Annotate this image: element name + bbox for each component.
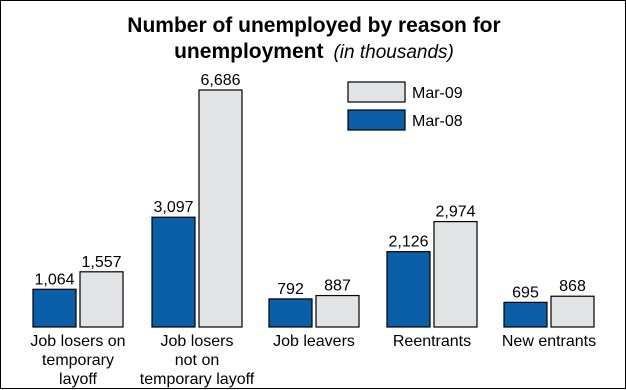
category-label-3: Reentrants [393, 333, 471, 350]
legend-swatch-mar-08 [347, 109, 406, 131]
chart-title: Number of unemployed by reason for [127, 14, 500, 37]
category-label-line: layoff [59, 371, 98, 388]
bars [32, 89, 595, 328]
category-label-line: Job losers on [30, 333, 125, 350]
category-label-2: Job leavers [273, 333, 355, 350]
chart-subtitle: (in thousands) [333, 42, 453, 63]
value-label-mar-08-4: 695 [512, 284, 539, 301]
bar-mar-08-3 [386, 251, 431, 328]
category-label-line: Reentrants [393, 333, 471, 350]
category-label-line: Job losers [161, 333, 234, 350]
category-label-line: Job leavers [273, 333, 355, 350]
category-label-line: New entrants [502, 333, 596, 350]
chart-title-line2: unemployment (in thousands) [174, 40, 454, 63]
value-label-mar-09-3: 2,974 [435, 204, 475, 221]
category-label-4: New entrants [502, 333, 596, 350]
legend-swatch-mar-09 [347, 81, 406, 103]
legend: Mar-09 Mar-08 [347, 81, 463, 131]
bar-mar-09-3 [433, 220, 478, 328]
value-label-mar-08-0: 1,064 [34, 271, 74, 288]
value-label-mar-08-1: 3,097 [153, 199, 193, 216]
value-label-mar-09-0: 1,557 [81, 254, 121, 271]
category-label-line: temporary layoff [140, 371, 255, 388]
category-label-0: Job losers on temporary layoff [30, 333, 125, 388]
bar-mar-09-0 [79, 271, 124, 328]
value-labels: 1,064 1,557 3,097 6,686 792 887 2,126 2,974 695 8… [34, 72, 585, 301]
bar-mar-08-1 [151, 216, 196, 328]
bar-mar-09-4 [550, 295, 595, 328]
value-label-mar-09-4: 868 [559, 278, 586, 295]
bar-mar-08-0 [32, 288, 77, 328]
category-label-line: not on [175, 352, 219, 369]
value-label-mar-09-2: 887 [324, 278, 351, 295]
bar-mar-08-2 [268, 298, 313, 328]
value-label-mar-09-1: 6,686 [200, 72, 240, 89]
chart-title-second: unemployment [174, 40, 323, 63]
legend-label-mar-09: Mar-09 [412, 85, 463, 102]
category-labels: Job losers on temporary layoff Job losers no… [30, 333, 596, 388]
legend-label-mar-08: Mar-08 [412, 113, 463, 130]
category-label-1: Job losers not on temporary layoff [140, 333, 255, 388]
bar-mar-09-1 [198, 89, 243, 328]
value-label-mar-08-3: 2,126 [388, 234, 428, 251]
bar-mar-08-4 [503, 301, 548, 328]
category-label-line: temporary [42, 352, 114, 369]
bar-mar-09-2 [315, 294, 360, 328]
value-label-mar-08-2: 792 [277, 281, 304, 298]
